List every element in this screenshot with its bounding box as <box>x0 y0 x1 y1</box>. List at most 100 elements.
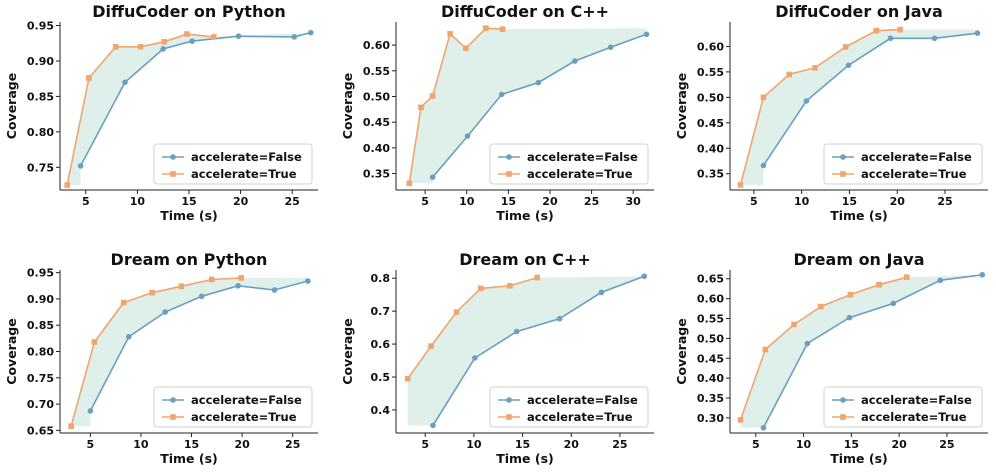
x-tick-label: 5 <box>87 438 95 451</box>
legend-label: accelerate=True <box>191 167 297 181</box>
x-tick-label: 10 <box>133 438 149 451</box>
series-line-accelerate-false <box>432 275 645 426</box>
y-tick-label: 0.6 <box>371 338 391 351</box>
y-tick-label: 0.80 <box>27 346 54 359</box>
y-tick-label: 0.65 <box>697 273 724 286</box>
data-point-accelerate-false <box>760 162 767 169</box>
data-point-accelerate-false <box>931 35 938 42</box>
legend-box <box>489 386 649 428</box>
y-tick-label: 0.35 <box>363 168 390 181</box>
legend-label: accelerate=False <box>527 393 638 407</box>
x-axis-label: Time (s) <box>830 208 888 223</box>
y-tick-label: 0.60 <box>697 293 724 306</box>
data-point-accelerate-true <box>149 289 155 296</box>
data-point-accelerate-false <box>307 29 314 36</box>
series-line-accelerate-true <box>407 276 538 380</box>
x-axis-label: Time (s) <box>496 208 554 223</box>
chart-title: DiffuCoder on Python <box>92 2 285 21</box>
y-tick-label: 0.85 <box>27 319 54 332</box>
legend: accelerate=False accelerate=True <box>489 386 649 428</box>
data-point-accelerate-true <box>210 34 217 40</box>
data-point-accelerate-true <box>791 321 797 328</box>
data-point-accelerate-false <box>198 293 205 300</box>
data-point-accelerate-true <box>812 65 818 71</box>
data-point-accelerate-false <box>430 422 436 429</box>
data-point-accelerate-false <box>235 282 241 289</box>
chart-panel-4: 5 10 15 20 25 0.65 0.70 0.75 0.80 0.85 0.90 0.95 Dre… <box>4 250 318 466</box>
chart-title: Dream on Java <box>794 250 925 269</box>
data-point-accelerate-false <box>598 289 605 296</box>
y-tick-label: 0.95 <box>27 267 54 280</box>
data-point-accelerate-true <box>737 417 744 423</box>
legend-marker <box>170 154 176 160</box>
data-point-accelerate-true <box>428 343 434 349</box>
chart-title: Dream on Python <box>111 250 268 269</box>
y-tick-label: 0.55 <box>697 66 724 79</box>
data-point-accelerate-false <box>126 333 132 340</box>
data-point-accelerate-false <box>271 287 278 293</box>
data-point-accelerate-false <box>556 315 563 322</box>
y-tick-label: 0.7 <box>371 305 391 318</box>
x-tick-label: 25 <box>939 438 954 451</box>
coverage-gap-fill <box>740 274 983 428</box>
x-tick-label: 10 <box>459 195 475 208</box>
x-tick-label: 30 <box>626 195 642 208</box>
legend-marker <box>840 414 846 420</box>
data-point-accelerate-true <box>178 283 185 290</box>
data-point-accelerate-true <box>91 339 98 345</box>
legend-box <box>153 143 313 185</box>
data-point-accelerate-false <box>760 425 767 431</box>
series-line-accelerate-false <box>762 32 978 167</box>
data-point-accelerate-true <box>499 26 506 32</box>
x-tick-label: 15 <box>181 195 196 208</box>
data-point-accelerate-false <box>643 31 650 38</box>
x-tick-label: 10 <box>794 195 810 208</box>
data-point-accelerate-false <box>77 163 84 169</box>
x-tick-label: 5 <box>82 195 90 208</box>
y-tick-label: 0.4 <box>371 404 391 417</box>
data-point-accelerate-true <box>453 309 460 315</box>
data-point-accelerate-false <box>122 79 128 86</box>
data-point-accelerate-true <box>762 346 769 353</box>
data-point-accelerate-false <box>464 133 471 139</box>
data-point-accelerate-false <box>429 174 436 180</box>
legend-label: accelerate=True <box>527 410 633 424</box>
x-tick-label: 25 <box>285 438 300 451</box>
y-tick-label: 0.40 <box>363 142 390 155</box>
chart-panel-1: 5 10 15 20 25 0.75 0.80 0.85 0.90 0.95 DiffuCoder … <box>4 2 318 223</box>
data-point-accelerate-true <box>120 299 127 306</box>
y-tick-label: 0.65 <box>27 424 54 437</box>
data-point-accelerate-false <box>498 91 505 98</box>
y-tick-label: 0.75 <box>27 372 54 385</box>
x-tick-label: 15 <box>515 438 530 451</box>
legend-marker <box>506 414 512 420</box>
data-point-accelerate-false <box>87 408 94 414</box>
y-tick-label: 0.90 <box>27 293 54 306</box>
data-point-accelerate-true <box>184 31 190 37</box>
data-point-accelerate-true <box>208 276 215 283</box>
coverage-gap-fill <box>67 32 311 185</box>
data-point-accelerate-true <box>760 94 767 101</box>
chart-panel-3: 5 10 15 20 25 0.35 0.40 0.45 0.50 0.55 0.60 DiffuCo… <box>674 2 988 223</box>
chart-title: DiffuCoder on Java <box>775 2 943 21</box>
data-point-accelerate-false <box>162 309 169 315</box>
legend: accelerate=False accelerate=True <box>153 143 313 185</box>
coverage-gap-fill <box>409 28 647 184</box>
y-tick-label: 0.8 <box>371 272 391 285</box>
legend: accelerate=False accelerate=True <box>153 386 313 428</box>
data-point-accelerate-false <box>235 33 242 39</box>
y-axis-label: Coverage <box>4 318 19 384</box>
data-point-accelerate-true <box>418 104 424 111</box>
data-point-accelerate-true <box>876 281 882 288</box>
data-point-accelerate-true <box>534 274 540 281</box>
data-point-accelerate-false <box>513 328 520 335</box>
legend-marker <box>506 171 512 177</box>
x-tick-label: 25 <box>584 195 599 208</box>
x-tick-label: 20 <box>891 438 907 451</box>
y-tick-label: 0.95 <box>27 20 54 33</box>
x-tick-label: 20 <box>542 195 558 208</box>
legend-marker <box>840 397 846 403</box>
data-point-accelerate-false <box>291 34 298 40</box>
y-axis-label: Coverage <box>340 73 355 139</box>
